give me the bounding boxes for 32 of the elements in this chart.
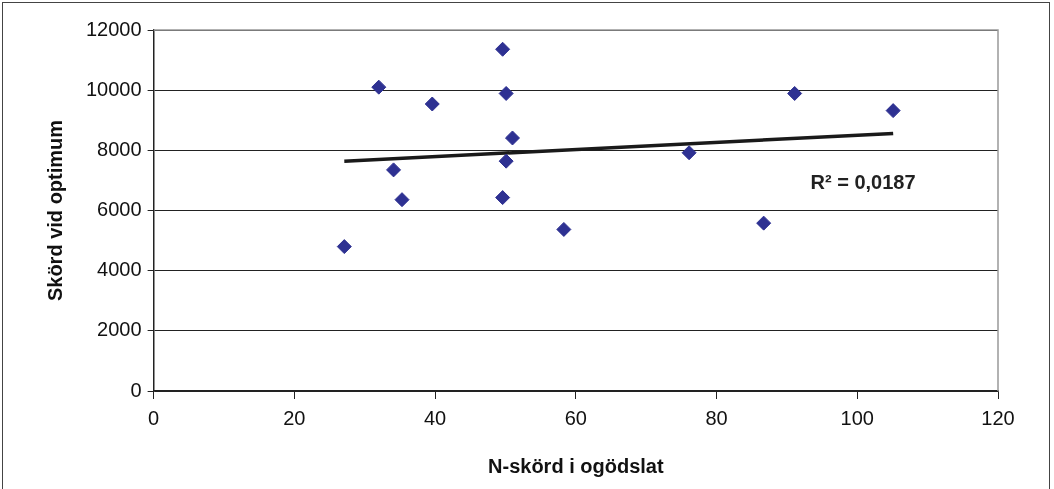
point (885, 103, 901, 119)
y-axis-title: Skörd vid optimum (43, 119, 66, 302)
point (424, 96, 440, 112)
point (756, 215, 772, 231)
y-tick-label: 4000 (97, 258, 142, 281)
x-tick-label: 60 (564, 406, 587, 429)
point (498, 153, 514, 169)
x-tick-label: 40 (423, 406, 447, 429)
x-axis-title: N-skörd i ogödslat (488, 454, 664, 477)
point (394, 192, 410, 208)
x-tick-label: 120 (981, 406, 1015, 429)
point (336, 239, 352, 255)
point (495, 41, 511, 57)
y-tick-label: 8000 (97, 137, 142, 160)
point (495, 190, 511, 206)
point (371, 79, 387, 95)
point (556, 221, 572, 237)
y-tick-label: 6000 (97, 198, 142, 221)
point (787, 85, 803, 101)
y-tick-label: 12000 (85, 17, 142, 40)
y-tick-label: 0 (130, 378, 142, 401)
annotation: R² = 0,0187 (810, 170, 916, 193)
x-tick-label: 80 (705, 406, 728, 429)
x-tick-label: 0 (148, 406, 160, 429)
y-tick-label: 2000 (97, 318, 142, 341)
y-tick-label: 10000 (85, 77, 142, 100)
x-tick-label: 20 (283, 406, 306, 429)
point (504, 130, 520, 146)
point (386, 162, 402, 178)
x-tick-label: 100 (840, 406, 874, 429)
point (498, 85, 514, 101)
point (681, 145, 697, 161)
